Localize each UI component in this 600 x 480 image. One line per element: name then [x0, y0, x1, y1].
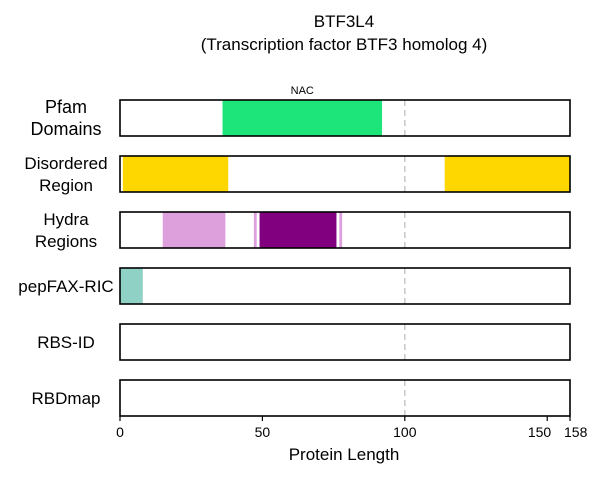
x-axis-label: Protein Length — [289, 445, 400, 464]
track-background — [120, 380, 570, 416]
segment-2-0 — [162, 212, 226, 248]
track-4: RBS-ID — [37, 323, 571, 361]
x-tick-label: 100 — [393, 424, 417, 440]
track-2: Hydra Regions — [35, 210, 571, 251]
x-axis: 0 50 100 150 158 — [116, 416, 588, 440]
track-label: Disordered — [24, 154, 107, 173]
segment-0-0 — [222, 100, 383, 136]
track-background — [120, 268, 570, 304]
track-1: Disordered Region — [24, 154, 571, 195]
segment-2-1 — [253, 212, 257, 248]
track-label: RBS-ID — [37, 333, 95, 352]
track-border — [119, 211, 571, 249]
segment-3-0 — [120, 268, 143, 304]
track-label: Regions — [35, 232, 97, 251]
track-label: Pfam — [45, 97, 87, 117]
track-3: pepFAX-RIC — [18, 267, 571, 305]
track-label: Region — [39, 176, 93, 195]
domain-label: NAC — [291, 85, 314, 97]
track-label: pepFAX-RIC — [18, 277, 113, 296]
track-label: Domains — [30, 119, 101, 139]
track-background — [120, 324, 570, 360]
x-tick-label: 0 — [116, 424, 124, 440]
track-border — [119, 323, 571, 361]
chart-title: BTF3L4 — [314, 12, 374, 31]
chart-subtitle: (Transcription factor BTF3 homolog 4) — [201, 35, 488, 54]
segment-1-1 — [444, 156, 570, 192]
track-label: RBDmap — [32, 389, 101, 408]
x-tick-label: 150 — [528, 424, 552, 440]
track-border — [119, 99, 571, 137]
track-border — [119, 379, 571, 417]
segment-2-3 — [339, 212, 343, 248]
segment-1-0 — [122, 156, 229, 192]
track-label: Hydra — [43, 210, 89, 229]
track-border — [119, 155, 571, 193]
track-border — [119, 267, 571, 305]
segment-2-2 — [259, 212, 337, 248]
x-tick-label: 158 — [564, 424, 588, 440]
x-tick-label: 50 — [255, 424, 271, 440]
track-5: RBDmap — [32, 379, 571, 417]
